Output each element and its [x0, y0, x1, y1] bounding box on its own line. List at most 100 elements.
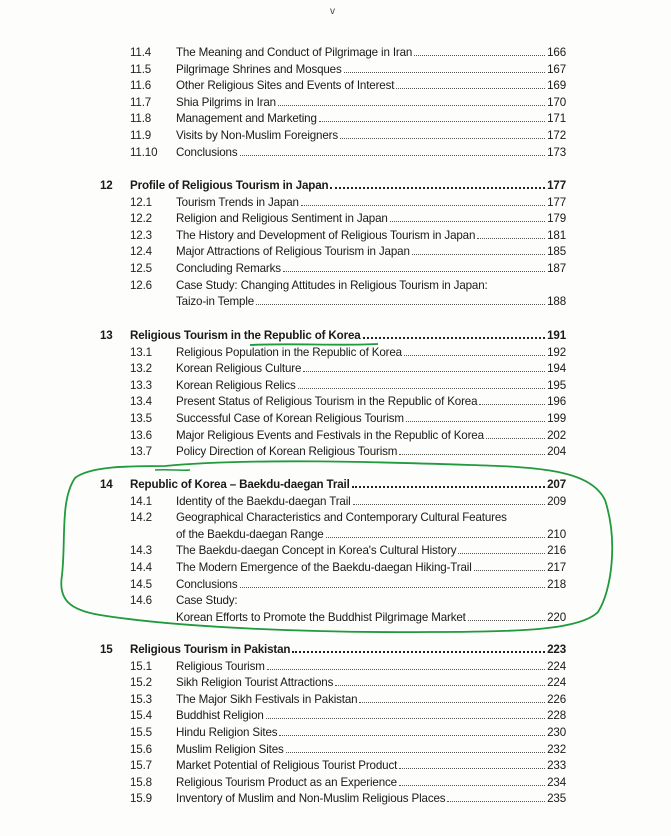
- section-entry[interactable]: 15.6 Muslim Religion Sites 232: [100, 742, 566, 759]
- section-entry[interactable]: Taizo-in Temple 188: [100, 294, 566, 311]
- section-title: Other Religious Sites and Events of Inte…: [176, 79, 395, 93]
- page-number: 234: [547, 775, 566, 789]
- page-number: 177: [547, 195, 566, 209]
- section-title: Visits by Non-Muslim Foreigners: [176, 128, 339, 142]
- dot-leader: [411, 254, 546, 256]
- section-entry[interactable]: 12.1 Tourism Trends in Japan 177: [100, 195, 566, 212]
- section-entry[interactable]: 13.3 Korean Religious Relics 195: [100, 378, 566, 395]
- section-entry[interactable]: 14.5 Conclusions 218: [100, 577, 566, 594]
- section-entry[interactable]: 13.7 Policy Direction of Korean Religious…: [100, 444, 566, 461]
- section-entry[interactable]: 11.6 Other Religious Sites and Events of …: [100, 78, 566, 95]
- dot-leader: [479, 404, 546, 406]
- section-title: Sikh Religion Tourist Attractions: [176, 676, 334, 690]
- page-number: 166: [547, 46, 566, 59]
- dot-leader: [292, 651, 546, 653]
- page-number: 207: [547, 478, 566, 491]
- section-number: 12.6: [130, 278, 152, 292]
- chapter-entry[interactable]: 13 Religious Tourism in the Republic of …: [100, 328, 566, 345]
- section-number: 11.9: [130, 128, 152, 142]
- section-entry[interactable]: 15.4 Buddhist Religion 228: [100, 708, 566, 725]
- section-entry[interactable]: 12.5 Concluding Remarks 187: [100, 261, 566, 278]
- section-entry[interactable]: 13.6 Major Religious Events and Festivals…: [100, 428, 566, 445]
- page-number: 218: [547, 577, 566, 591]
- dot-leader: [473, 569, 546, 571]
- section-entry[interactable]: 14.2 Geographical Characteristics and Con…: [100, 510, 566, 527]
- dot-leader: [300, 204, 546, 206]
- page-number: 192: [547, 345, 566, 359]
- section-entry[interactable]: 13.4 Present Status of Religious Tourism …: [100, 394, 566, 411]
- section-entry[interactable]: 14.4 The Modern Emergence of the Baekdu-d…: [100, 560, 566, 577]
- dot-leader: [277, 104, 546, 106]
- chapter-entry[interactable]: 14 Republic of Korea – Baekdu-daegan Tra…: [100, 477, 566, 494]
- section-title: Major Attractions of Religious Tourism i…: [176, 245, 410, 259]
- section-entry[interactable]: 11.4 The Meaning and Conduct of Pilgrimag…: [100, 45, 566, 62]
- section-title: Market Potential of Religious Tourist Pr…: [176, 759, 398, 773]
- page-number: 171: [547, 112, 566, 126]
- section-number: 12.3: [130, 228, 152, 242]
- chapter-entry[interactable]: 12 Profile of Religious Tourism in Japan…: [100, 178, 566, 195]
- section-title: Taizo-in Temple: [176, 295, 255, 309]
- section-entry[interactable]: 15.9 Inventory of Muslim and Non-Muslim R…: [100, 791, 566, 808]
- chapter-number: 12: [100, 179, 113, 192]
- section-number: 15.9: [130, 792, 152, 806]
- section-title: Religious Tourism Product as an Experien…: [176, 775, 397, 789]
- section-number: 13.1: [130, 345, 152, 359]
- section-entry[interactable]: 11.8 Management and Marketing 171: [100, 111, 566, 128]
- dot-leader: [399, 768, 546, 770]
- page-number: 210: [547, 527, 566, 541]
- section-entry[interactable]: Korean Efforts to Promote the Buddhist P…: [100, 610, 566, 627]
- section-entry[interactable]: 11.9 Visits by Non-Muslim Foreigners 172: [100, 128, 566, 145]
- section-number: 15.1: [130, 659, 152, 673]
- dot-leader: [467, 619, 546, 621]
- dot-leader: [303, 371, 546, 373]
- section-entry[interactable]: 15.7 Market Potential of Religious Touris…: [100, 758, 566, 775]
- dot-leader: [351, 486, 546, 488]
- page-number: 220: [547, 610, 566, 624]
- section-title: The Major Sikh Festivals in Pakistan: [176, 692, 358, 706]
- section-entry[interactable]: 11.10 Conclusions 173: [100, 145, 566, 162]
- section-entry[interactable]: 15.5 Hindu Religion Sites 230: [100, 725, 566, 742]
- page-number: 188: [547, 295, 566, 309]
- section-entry[interactable]: 11.7 Shia Pilgrims in Iran 170: [100, 95, 566, 112]
- section-entry[interactable]: 15.3 The Major Sikh Festivals in Pakistan…: [100, 692, 566, 709]
- section-title: Present Status of Religious Tourism in t…: [176, 395, 478, 409]
- section-number: 15.3: [130, 692, 152, 706]
- section-entry[interactable]: 15.2 Sikh Religion Tourist Attractions 22…: [100, 675, 566, 692]
- section-entry[interactable]: 13.2 Korean Religious Culture 194: [100, 361, 566, 378]
- section-entry[interactable]: 12.6 Case Study: Changing Attitudes in Re…: [100, 278, 566, 295]
- dot-leader: [352, 503, 546, 505]
- page-number: 209: [547, 494, 566, 508]
- section-entry[interactable]: 13.5 Successful Case of Korean Religious …: [100, 411, 566, 428]
- section-number: 11.8: [130, 112, 152, 126]
- chapter-title: Religious Tourism in the Republic of Kor…: [130, 329, 361, 342]
- chapter-title: Republic of Korea – Baekdu-daegan Trail: [130, 478, 350, 491]
- section-entry[interactable]: 12.4 Major Attractions of Religious Touri…: [100, 244, 566, 261]
- chapter-title: Profile of Religious Tourism in Japan: [130, 179, 329, 192]
- section-number: 11.5: [130, 62, 152, 76]
- section-entry[interactable]: of the Baekdu-daegan Range 210: [100, 527, 566, 544]
- section-title: Major Religious Events and Festivals in …: [176, 428, 484, 442]
- page-number: 181: [547, 228, 566, 242]
- page-number: 224: [547, 659, 566, 673]
- page-number: 204: [547, 445, 566, 459]
- section-entry[interactable]: 13.1 Religious Population in the Republic…: [100, 345, 566, 362]
- section-number: 11.6: [130, 79, 152, 93]
- chapter-entry[interactable]: 15 Religious Tourism in Pakistan 223: [100, 642, 566, 659]
- section-number: 15.2: [130, 676, 152, 690]
- section-number: 13.5: [130, 411, 152, 425]
- section-entry[interactable]: 14.6 Case Study:: [100, 593, 566, 610]
- section-entry[interactable]: 14.3 The Baekdu-daegan Concept in Korea's…: [100, 543, 566, 560]
- section-entry[interactable]: 15.8 Religious Tourism Product as an Expe…: [100, 775, 566, 792]
- page-number: 191: [547, 329, 566, 342]
- section-number: 14.2: [130, 511, 152, 525]
- page-number: 228: [547, 709, 566, 723]
- section-entry[interactable]: 14.1 Identity of the Baekdu-daegan Trail …: [100, 494, 566, 511]
- section-entry[interactable]: 11.5 Pilgrimage Shrines and Mosques 167: [100, 62, 566, 79]
- page-number: 226: [547, 692, 566, 706]
- dot-leader: [405, 420, 546, 422]
- section-entry[interactable]: 15.1 Religious Tourism 224: [100, 659, 566, 676]
- section-entry[interactable]: 12.3 The History and Development of Relig…: [100, 228, 566, 245]
- section-title: Case Study:: [176, 594, 238, 608]
- dot-leader: [477, 237, 546, 239]
- section-entry[interactable]: 12.2 Religion and Religious Sentiment in …: [100, 211, 566, 228]
